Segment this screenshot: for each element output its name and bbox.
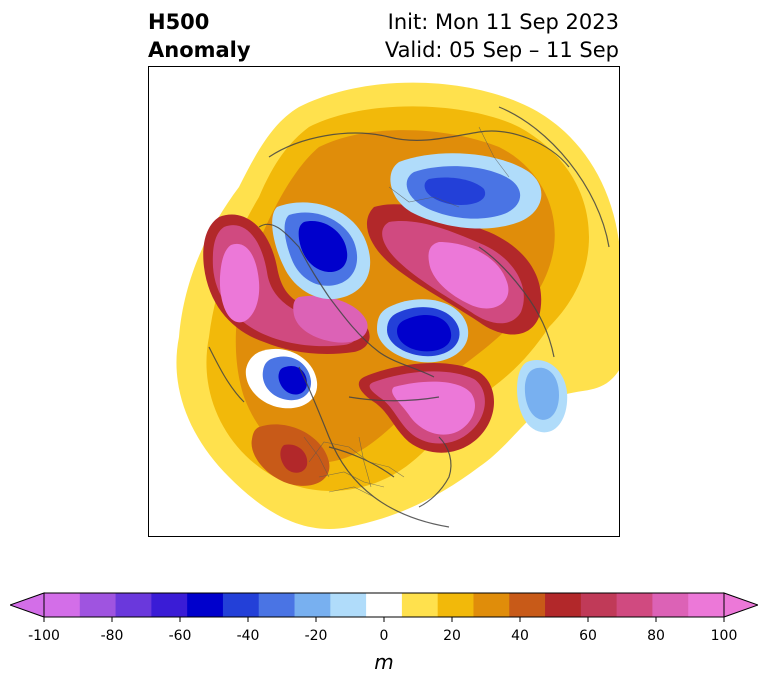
blue-westcoast-core [278,365,307,395]
blue-hudson-core [397,315,452,352]
anomaly-map [176,82,619,529]
colorbar-segment [580,593,618,617]
coastlines [208,106,610,528]
colorbar-segment [330,593,367,617]
colorbar-segments [44,593,725,617]
colorbar-segment [652,593,689,617]
valid-range: Valid: 05 Sep – 11 Sep [384,38,619,62]
init-time: Init: Mon 11 Sep 2023 [387,10,619,34]
political-borders [303,126,510,498]
pink-north-core [428,242,509,309]
colorbar-segment [294,593,331,617]
colorbar-segment [401,593,439,617]
colorbar-segment [437,593,474,617]
colorbar-segment [187,593,224,617]
colorbar-tick-label: 20 [443,628,461,644]
title-right: Init: Mon 11 Sep 2023 Valid: 05 Sep – 11… [385,8,619,64]
blue-atlantic-mid [524,367,559,420]
colorbar-tick-label: -100 [28,628,60,644]
colorbar-segment [258,593,296,617]
colorbar-tick-label: 60 [579,628,597,644]
colorbar [10,592,758,622]
colorbar-tick-label: -60 [168,628,192,644]
colorbar-segment [473,593,510,617]
colorbar-segment [115,593,152,617]
red-southwest [280,444,308,473]
pink-west-core [219,243,260,323]
colorbar-segment [79,593,117,617]
colorbar-tick-label: -40 [236,628,260,644]
colorbar-tick-label: 80 [647,628,665,644]
map-panel [148,66,620,537]
title-field: H500 [148,10,210,34]
pink-east-core [392,381,475,435]
colorbar-tick-label: -80 [100,628,124,644]
colorbar-segment [545,593,582,617]
colorbar-tick-label: 0 [379,628,389,644]
pink-center [293,295,368,343]
colorbar-segment [222,593,260,617]
colorbar-segment [366,593,403,617]
colorbar-extend-low [10,592,45,618]
colorbar-ticks [43,617,725,622]
blue-bering-core [298,221,348,273]
colorbar-units: m [374,650,394,674]
title-type: Anomaly [148,38,251,62]
colorbar-tick-label: 100 [710,628,738,644]
colorbar-segment [151,593,188,617]
colorbar-segment [616,593,653,617]
title-left: H500 Anomaly [148,8,251,64]
colorbar-extend-high [723,592,758,618]
blue-arctic-core [424,177,486,205]
colorbar-segment [509,593,546,617]
colorbar-tick-label: -20 [304,628,328,644]
colorbar-tick-label: 40 [511,628,529,644]
colorbar-segment [44,593,81,617]
colorbar-segment [688,593,725,617]
